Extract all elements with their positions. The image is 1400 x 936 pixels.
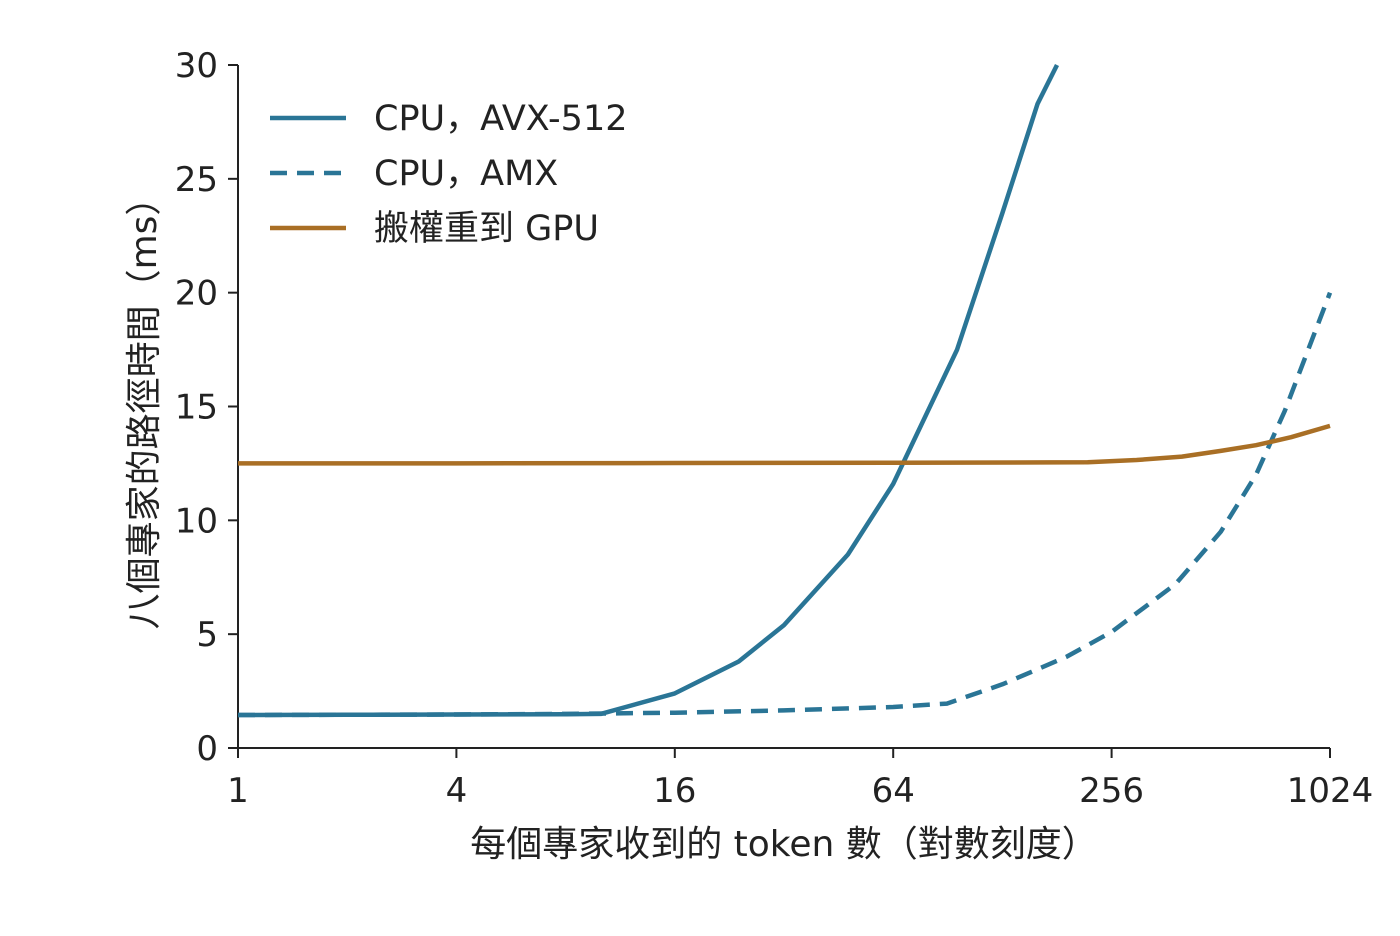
y-tick-label: 30	[175, 46, 218, 86]
legend-label-2: CPU，AMX	[374, 154, 558, 194]
x-tick-label: 1	[227, 771, 249, 811]
series-line-2	[237, 291, 1333, 718]
legend: CPU，AVX-512 CPU，AMX 搬權重到 GPU	[270, 99, 627, 249]
x-axis-title: 每個專家收到的 token 數（對數刻度）	[470, 824, 1098, 865]
y-ticks: 0 5 10 15 20 25 30	[175, 46, 238, 769]
series-line-1	[237, 63, 1060, 718]
series-line-3	[238, 423, 1331, 466]
x-tick-label: 4	[446, 771, 468, 811]
x-tick-label: 256	[1079, 771, 1144, 811]
x-ticks: 1 4 16 64 256 1024	[227, 748, 1373, 811]
legend-label-3: 搬權重到 GPU	[374, 209, 599, 249]
y-tick-label: 20	[175, 274, 218, 314]
y-axis-title: 八個專家的路徑時間（ms）	[124, 180, 165, 630]
x-tick-label: 1024	[1287, 771, 1374, 811]
x-tick-label: 64	[872, 771, 915, 811]
y-tick-label: 0	[196, 729, 218, 769]
y-tick-label: 25	[175, 160, 218, 200]
legend-label-1: CPU，AVX-512	[374, 99, 627, 139]
y-tick-label: 10	[175, 501, 218, 541]
x-tick-label: 16	[653, 771, 696, 811]
y-tick-label: 5	[196, 615, 218, 655]
series-layer	[237, 63, 1333, 718]
y-tick-label: 15	[175, 388, 218, 428]
